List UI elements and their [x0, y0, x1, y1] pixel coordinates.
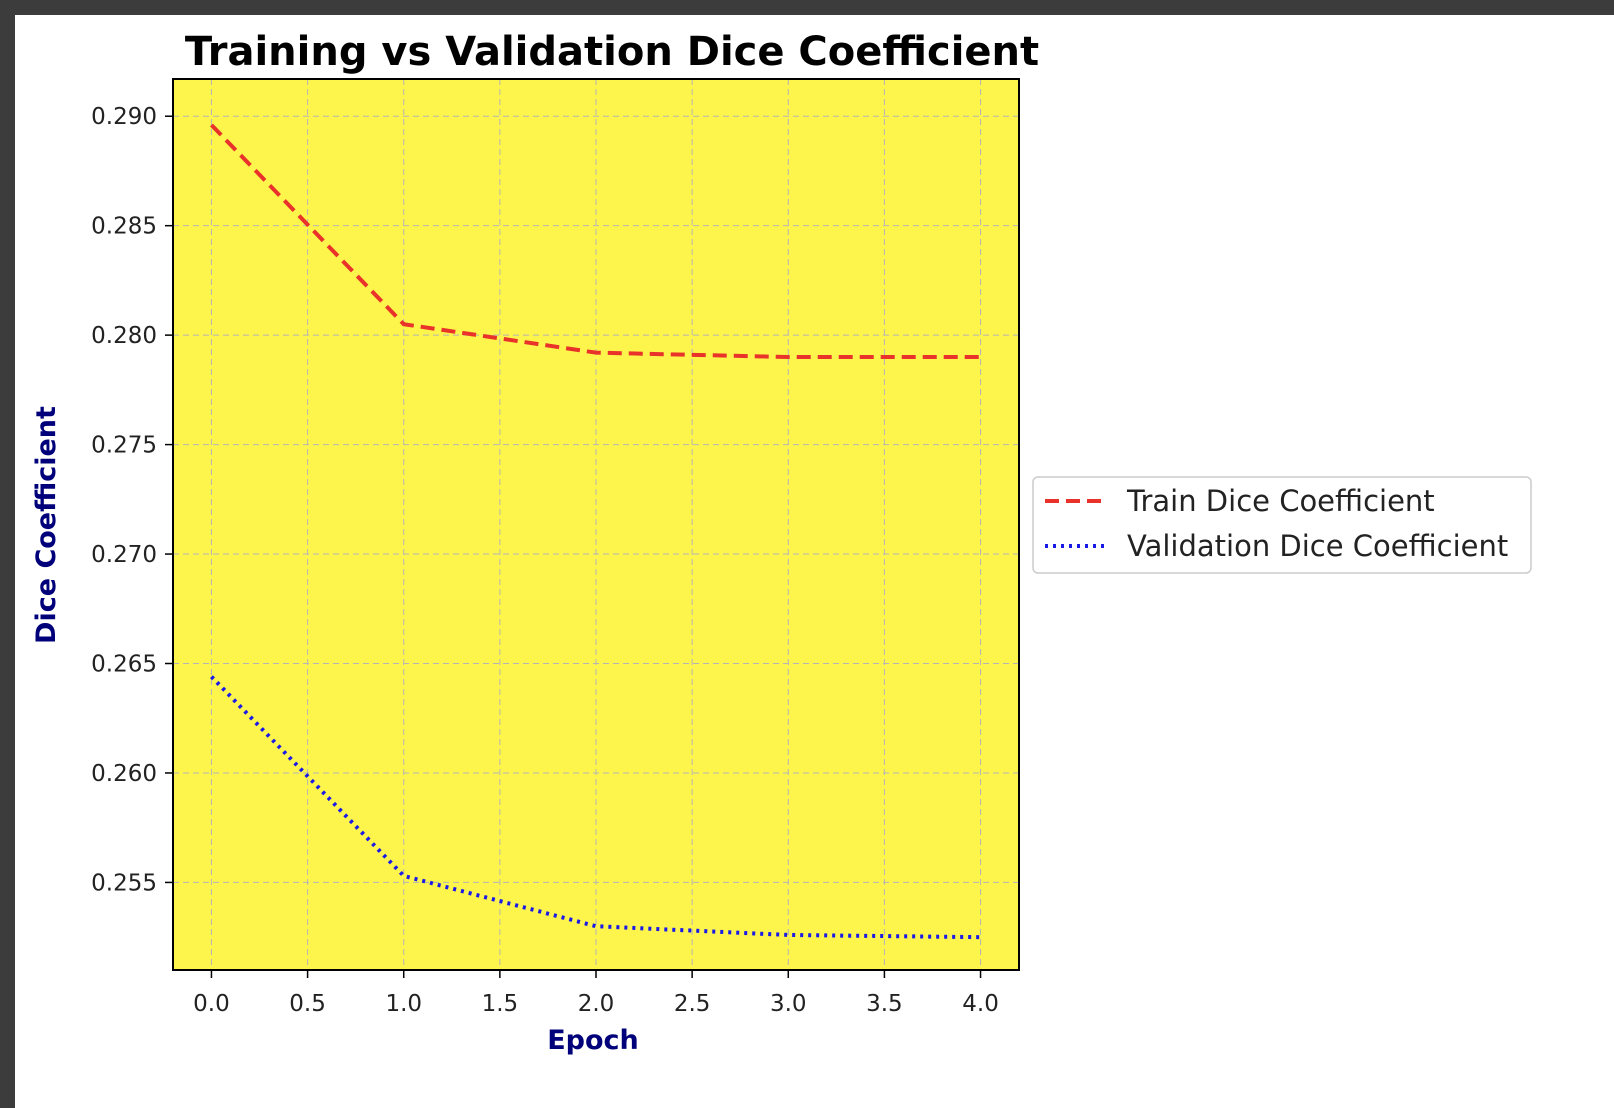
- x-tick-label: 2.5: [674, 991, 711, 1017]
- y-tick-label: 0.275: [91, 433, 157, 459]
- x-tick-label: 4.0: [962, 991, 999, 1017]
- chart-canvas: Training vs Validation Dice Coefficient …: [15, 15, 1614, 1108]
- train-dice-line: [210, 123, 981, 360]
- x-tick-label: 0.5: [289, 991, 326, 1017]
- y-axis-ticks: 0.255 0.260 0.265 0.270 0.275 0.280 0.285 0.290: [91, 104, 173, 896]
- plot-frame: [172, 78, 1020, 971]
- validation-dice-line: [210, 675, 981, 940]
- grid: [173, 79, 1019, 970]
- legend-box: [1032, 476, 1532, 574]
- x-tick-label: 1.0: [385, 991, 422, 1017]
- legend: Train Dice Coefficient Validation Dice C…: [1032, 476, 1532, 574]
- y-tick-label: 0.285: [91, 214, 157, 240]
- x-tick-label: 1.5: [482, 991, 519, 1017]
- x-axis-ticks: 0.0 0.5 1.0 1.5 2.0 2.5 3.0 3.5 4.0: [193, 970, 999, 1017]
- x-tick-label: 3.5: [866, 991, 903, 1017]
- legend-label-validation: Validation Dice Coefficient: [1127, 529, 1508, 563]
- y-axis-title: Dice Coefficient: [31, 406, 62, 644]
- y-tick-label: 0.270: [91, 542, 157, 568]
- x-axis-title: Epoch: [547, 1025, 639, 1056]
- x-tick-label: 3.0: [770, 991, 807, 1017]
- y-tick-label: 0.290: [91, 104, 157, 130]
- y-tick-label: 0.260: [91, 761, 157, 787]
- chart-figure: Training vs Validation Dice Coefficient …: [31, 29, 1532, 1056]
- series-lines: [210, 123, 981, 940]
- y-tick-label: 0.265: [91, 652, 157, 678]
- y-tick-label: 0.255: [91, 870, 157, 896]
- chart-title: Training vs Validation Dice Coefficient: [185, 29, 1039, 75]
- x-tick-label: 2.0: [578, 991, 615, 1017]
- y-tick-label: 0.280: [91, 323, 157, 349]
- legend-label-train: Train Dice Coefficient: [1126, 484, 1435, 518]
- x-tick-label: 0.0: [193, 991, 230, 1017]
